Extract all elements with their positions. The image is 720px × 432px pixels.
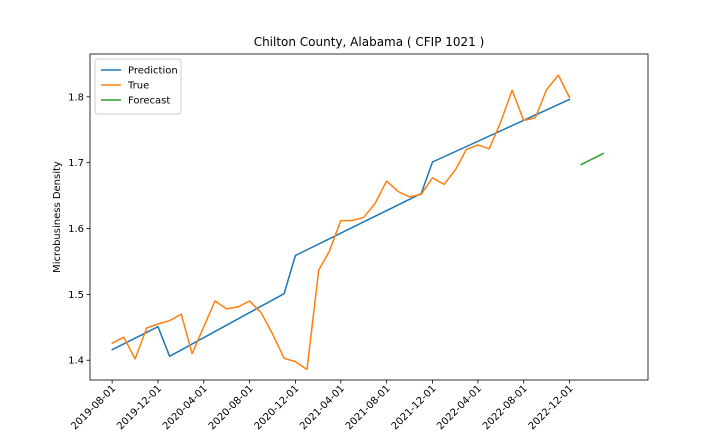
chart-title: Chilton County, Alabama ( CFIP 1021 ) bbox=[254, 35, 485, 49]
x-tick-label: 2019-08-01 bbox=[69, 383, 118, 432]
y-tick-label: 1.7 bbox=[68, 158, 84, 169]
legend-label-prediction: Prediction bbox=[128, 66, 178, 77]
x-tick-label: 2022-12-01 bbox=[527, 383, 576, 432]
x-tick-label: 2019-12-01 bbox=[115, 383, 164, 432]
x-tick-label: 2020-08-01 bbox=[207, 383, 256, 432]
y-tick-label: 1.6 bbox=[68, 224, 84, 235]
y-axis-label: Microbusiness Density bbox=[52, 161, 63, 273]
y-tick-label: 1.4 bbox=[68, 356, 84, 367]
legend-label-forecast: Forecast bbox=[128, 96, 170, 107]
lines-layer bbox=[111, 74, 605, 371]
y-tick-label: 1.5 bbox=[68, 290, 84, 301]
legend-label-true: True bbox=[127, 81, 149, 92]
x-tick-label: 2022-04-01 bbox=[435, 383, 484, 432]
x-tick-label: 2020-04-01 bbox=[161, 383, 210, 432]
x-tick-label: 2021-04-01 bbox=[298, 383, 347, 432]
x-tick-label: 2022-08-01 bbox=[481, 383, 530, 432]
y-tick-label: 1.8 bbox=[68, 92, 84, 103]
series-line-true bbox=[111, 74, 571, 371]
legend: Prediction True Forecast bbox=[94, 58, 182, 115]
x-tick-label: 2021-12-01 bbox=[390, 383, 439, 432]
series-line-prediction bbox=[111, 98, 571, 358]
x-tick-label: 2020-12-01 bbox=[253, 383, 302, 432]
ticks-layer: 1.41.51.61.71.82019-08-012019-12-012020-… bbox=[68, 92, 576, 432]
series-line-forecast bbox=[580, 152, 605, 166]
x-tick-label: 2021-08-01 bbox=[344, 383, 393, 432]
plot-frame bbox=[89, 53, 649, 381]
